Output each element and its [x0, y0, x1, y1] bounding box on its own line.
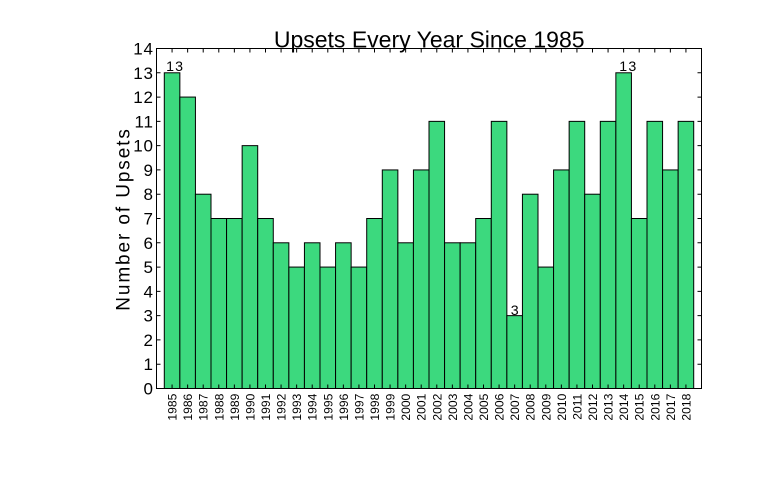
svg-text:2015: 2015 — [633, 393, 647, 420]
svg-text:2018: 2018 — [679, 393, 693, 420]
svg-text:1989: 1989 — [228, 393, 242, 420]
svg-text:2001: 2001 — [415, 393, 429, 420]
svg-text:1999: 1999 — [384, 393, 398, 420]
svg-text:8: 8 — [144, 185, 154, 204]
svg-text:1995: 1995 — [321, 393, 335, 420]
svg-text:1997: 1997 — [352, 393, 366, 420]
svg-text:6: 6 — [144, 234, 154, 253]
svg-text:2000: 2000 — [399, 393, 413, 420]
svg-text:11: 11 — [135, 112, 154, 131]
svg-text:2014: 2014 — [617, 393, 631, 420]
svg-text:13: 13 — [133, 64, 154, 83]
svg-text:12: 12 — [133, 88, 154, 107]
svg-text:1992: 1992 — [275, 393, 289, 420]
svg-text:2006: 2006 — [493, 393, 507, 420]
svg-text:Number of Upsets: Number of Upsets — [113, 127, 134, 311]
svg-text:1987: 1987 — [197, 393, 211, 420]
svg-text:1985: 1985 — [166, 393, 180, 420]
svg-text:13: 13 — [166, 59, 184, 75]
svg-text:10: 10 — [133, 137, 154, 156]
svg-text:1994: 1994 — [306, 393, 320, 420]
svg-text:2017: 2017 — [664, 393, 678, 420]
svg-text:1996: 1996 — [337, 393, 351, 420]
svg-text:3: 3 — [144, 307, 154, 326]
svg-text:2010: 2010 — [555, 393, 569, 420]
svg-text:2011: 2011 — [570, 393, 584, 419]
svg-text:2013: 2013 — [602, 393, 616, 420]
svg-text:5: 5 — [144, 258, 154, 277]
svg-text:1988: 1988 — [212, 393, 226, 420]
svg-text:2012: 2012 — [586, 393, 600, 420]
svg-text:14: 14 — [133, 40, 154, 59]
svg-text:2004: 2004 — [461, 393, 475, 420]
svg-text:2009: 2009 — [539, 393, 553, 420]
svg-text:2003: 2003 — [446, 393, 460, 420]
svg-text:Upsets Every Year Since 1985: Upsets Every Year Since 1985 — [274, 26, 585, 52]
svg-text:2016: 2016 — [648, 393, 662, 420]
svg-text:1998: 1998 — [368, 393, 382, 420]
svg-text:3: 3 — [511, 303, 519, 319]
svg-text:4: 4 — [144, 282, 154, 301]
svg-text:1: 1 — [144, 355, 154, 374]
svg-text:2002: 2002 — [430, 393, 444, 420]
svg-text:1991: 1991 — [259, 393, 273, 420]
svg-text:2007: 2007 — [508, 393, 522, 420]
svg-text:13: 13 — [619, 59, 637, 75]
svg-text:2: 2 — [144, 331, 154, 350]
svg-text:1993: 1993 — [290, 393, 304, 420]
svg-text:2005: 2005 — [477, 393, 491, 420]
svg-text:2008: 2008 — [524, 393, 538, 420]
svg-text:0: 0 — [144, 380, 154, 399]
svg-text:9: 9 — [144, 161, 154, 180]
svg-text:1990: 1990 — [243, 393, 257, 420]
svg-text:7: 7 — [144, 210, 154, 229]
svg-text:1986: 1986 — [181, 393, 195, 420]
